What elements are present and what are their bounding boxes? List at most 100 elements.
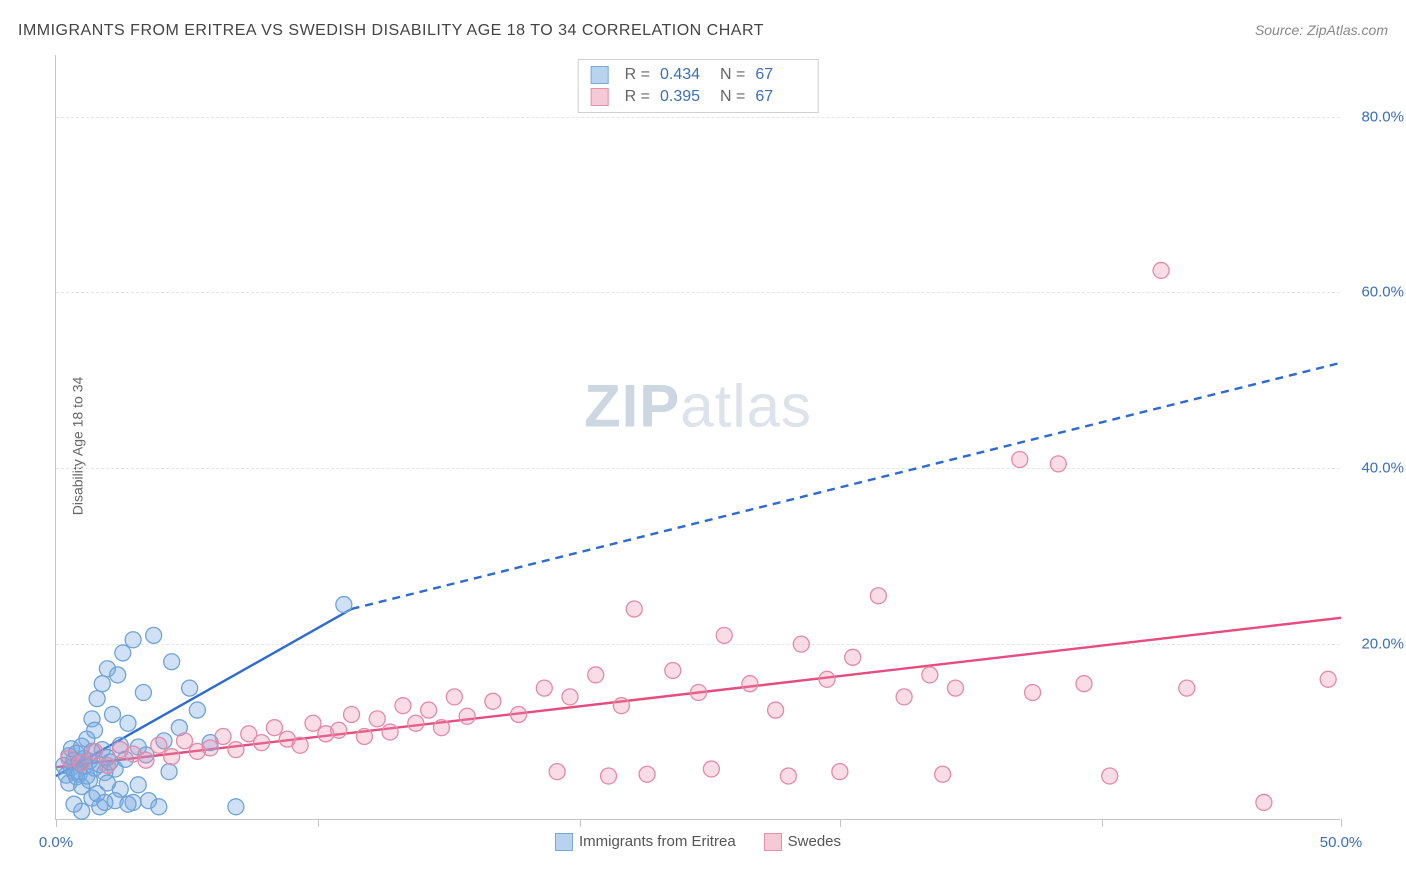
scatter-point (331, 722, 347, 738)
scatter-point (845, 649, 861, 665)
scatter-point (151, 799, 167, 815)
scatter-point (110, 667, 126, 683)
scatter-point (1050, 456, 1066, 472)
scatter-point (336, 597, 352, 613)
scatter-point (356, 728, 372, 744)
scatter-point (935, 766, 951, 782)
scatter-point (793, 636, 809, 652)
plot-area: ZIPatlas 20.0%40.0%60.0%80.0% 0.0%50.0% … (55, 55, 1340, 820)
scatter-point (99, 757, 115, 773)
xlegend-item-eritrea: Immigrants from Eritrea (555, 833, 736, 851)
x-tick-label: 50.0% (1320, 834, 1363, 851)
scatter-point (626, 601, 642, 617)
scatter-point (189, 702, 205, 718)
scatter-point (1012, 451, 1028, 467)
stats-row-eritrea: R = 0.434 N = 67 (591, 64, 806, 86)
scatter-point (665, 663, 681, 679)
scatter-point (395, 698, 411, 714)
scatter-point (1256, 794, 1272, 810)
scatter-point (254, 735, 270, 751)
y-tick-label: 80.0% (1346, 108, 1404, 125)
scatter-point (639, 766, 655, 782)
scatter-point (819, 671, 835, 687)
x-tick (840, 819, 841, 827)
scatter-point (151, 737, 167, 753)
x-tick-label: 0.0% (39, 834, 73, 851)
scatter-point (125, 632, 141, 648)
scatter-point (446, 689, 462, 705)
scatter-point (344, 706, 360, 722)
scatter-point (601, 768, 617, 784)
scatter-svg (56, 55, 1340, 819)
scatter-point (120, 796, 136, 812)
scatter-point (896, 689, 912, 705)
scatter-point (87, 722, 103, 738)
y-tick-label: 60.0% (1346, 284, 1404, 301)
scatter-point (94, 676, 110, 692)
scatter-point (459, 708, 475, 724)
x-tick (1341, 819, 1342, 827)
scatter-point (135, 685, 151, 701)
chart-source: Source: ZipAtlas.com (1255, 22, 1388, 38)
scatter-point (549, 764, 565, 780)
scatter-point (369, 711, 385, 727)
stats-row-swedes: R = 0.395 N = 67 (591, 86, 806, 108)
swatch-swedes-icon (591, 88, 609, 106)
scatter-point (780, 768, 796, 784)
scatter-point (182, 680, 198, 696)
scatter-point (130, 777, 146, 793)
swatch-eritrea-icon (591, 66, 609, 84)
trend-line-extrapolated (352, 363, 1341, 609)
scatter-point (536, 680, 552, 696)
scatter-point (99, 775, 115, 791)
scatter-point (703, 761, 719, 777)
scatter-point (66, 796, 82, 812)
scatter-point (164, 749, 180, 765)
trend-lines (56, 363, 1341, 776)
scatter-point (105, 706, 121, 722)
scatter-point (768, 702, 784, 718)
scatter-point (588, 667, 604, 683)
scatter-point (691, 685, 707, 701)
scatter-point (115, 645, 131, 661)
scatter-point (1076, 676, 1092, 692)
scatter-point (1025, 685, 1041, 701)
y-tick-label: 40.0% (1346, 460, 1404, 477)
scatter-point (146, 627, 162, 643)
scatter-point (87, 743, 103, 759)
scatter-point (613, 698, 629, 714)
scatter-point (382, 724, 398, 740)
x-tick (56, 819, 57, 827)
scatter-point (202, 740, 218, 756)
x-axis-legend: Immigrants from Eritrea Swedes (555, 833, 841, 851)
scatter-point (292, 737, 308, 753)
scatter-point (215, 728, 231, 744)
swatch-eritrea-icon (555, 833, 573, 851)
scatter-point (74, 755, 90, 771)
scatter-point (562, 689, 578, 705)
scatter-point (120, 715, 136, 731)
scatter-point (161, 764, 177, 780)
scatter-point (1102, 768, 1118, 784)
scatter-point (177, 733, 193, 749)
x-tick (580, 819, 581, 827)
scatter-point (948, 680, 964, 696)
scatter-point (138, 752, 154, 768)
scatter-point (832, 764, 848, 780)
scatter-point (89, 691, 105, 707)
stats-legend: R = 0.434 N = 67 R = 0.395 N = 67 (578, 59, 819, 113)
xlegend-item-swedes: Swedes (764, 833, 841, 851)
scatter-point (485, 693, 501, 709)
scatter-point (408, 715, 424, 731)
scatter-point (1153, 262, 1169, 278)
scatter-point (164, 654, 180, 670)
swatch-swedes-icon (764, 833, 782, 851)
scatter-point (922, 667, 938, 683)
scatter-point (870, 588, 886, 604)
scatter-points (56, 262, 1336, 819)
scatter-point (228, 742, 244, 758)
x-tick (1102, 819, 1103, 827)
scatter-point (266, 720, 282, 736)
chart-title: IMMIGRANTS FROM ERITREA VS SWEDISH DISAB… (18, 22, 764, 40)
scatter-point (742, 676, 758, 692)
